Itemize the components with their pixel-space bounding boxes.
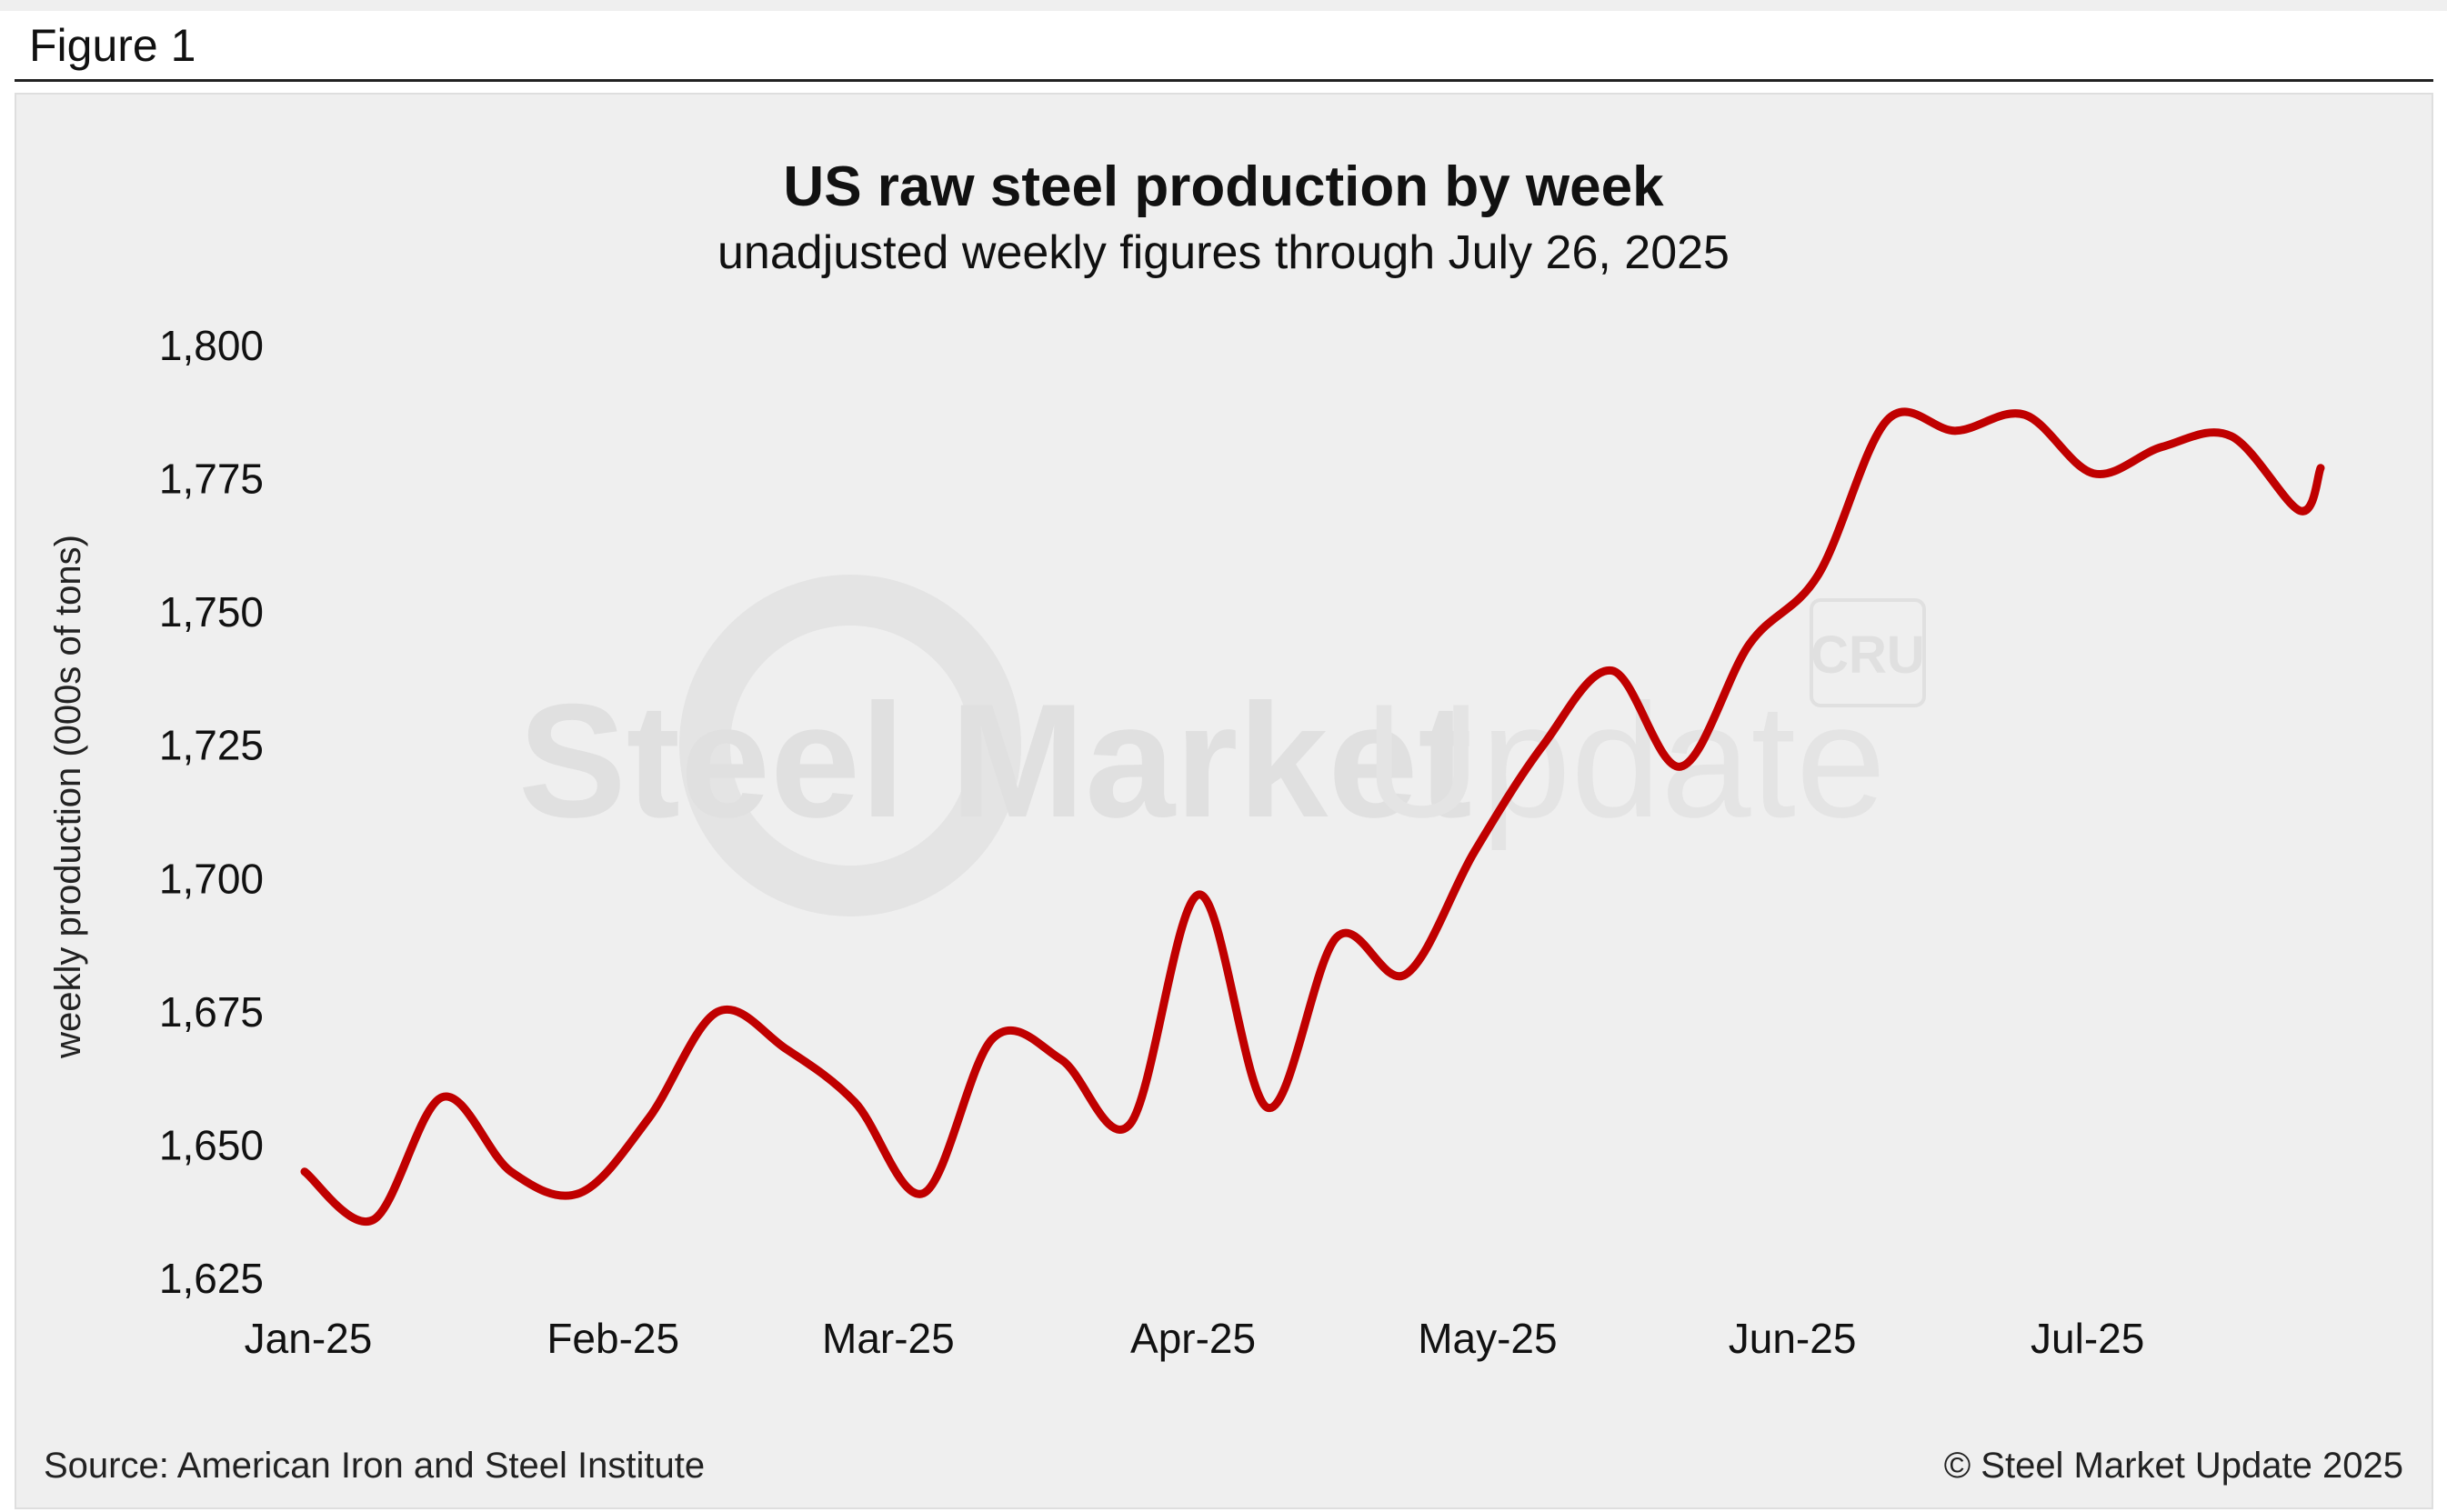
data-point [1470,848,1478,856]
data-point [1677,763,1684,770]
data-point [2228,433,2235,440]
data-point [1883,416,1890,424]
data-point [920,1189,928,1197]
data-point [507,1168,515,1176]
series-line [300,407,2325,1227]
y-tick-label: 1,725 [159,722,264,769]
copyright-note: © Steel Market Update 2025 [1943,1446,2403,1486]
data-point [1058,1056,1065,1064]
y-tick-label: 1,650 [159,1121,264,1168]
watermark-badge-box [1810,598,1926,707]
data-point [989,1035,997,1042]
data-point [1539,742,1547,749]
data-point [1402,971,1409,978]
data-point [1127,1120,1134,1127]
data-point [1952,427,1960,435]
y-tick-label: 1,775 [159,456,264,503]
data-point [370,1217,377,1224]
data-point [1333,934,1340,941]
watermark: Steel Market Update CRU [518,575,1926,916]
y-tick-label: 1,800 [159,322,264,369]
data-point [1746,640,1753,647]
top-band [0,0,2447,11]
x-tick-label: Feb-25 [547,1315,679,1362]
chart-subtitle: unadjusted weekly figures through July 2… [717,226,1730,279]
y-tick-label: 1,700 [159,855,264,902]
data-point [645,1115,652,1122]
data-point [2296,507,2303,515]
data-point [2090,470,2097,477]
data-point [301,1168,308,1176]
data-point [2317,465,2324,472]
y-axis-label: weekly production (000s of tons) [48,535,88,1059]
watermark-badge-text: CRU [1810,626,1925,685]
x-tick-labels: Jan-25 Feb-25 Mar-25 Apr-25 May-25 Jun-25 Jul-… [245,1315,2145,1362]
figure-rule [15,79,2433,82]
figure-label: Figure 1 [29,20,196,71]
data-point [2159,443,2166,450]
watermark-logo-ring [679,575,1021,916]
data-point [851,1099,858,1106]
chart-panel [15,93,2433,1509]
data-point [438,1094,446,1101]
x-tick-label: May-25 [1418,1315,1557,1362]
data-point [783,1046,790,1053]
chart-title: US raw steel production by week [783,155,1664,218]
x-tick-label: Apr-25 [1130,1315,1256,1362]
data-point [2021,411,2029,418]
source-note: Source: American Iron and Steel Institut… [44,1446,706,1486]
x-tick-label: Jul-25 [2031,1315,2144,1362]
x-tick-label: Jun-25 [1729,1315,1857,1362]
y-tick-labels: 1,625 1,650 1,675 1,700 1,725 1,750 1,775 1,800 [159,322,264,1302]
watermark-brand-bold: Steel Market [518,670,1472,851]
x-tick-label: Jan-25 [245,1315,373,1362]
watermark-brand-light: Update [1364,670,1886,851]
data-point [1609,667,1616,675]
y-tick-label: 1,750 [159,588,264,636]
x-tick-label: Mar-25 [822,1315,955,1362]
data-point [1815,571,1822,578]
data-point [1264,1104,1271,1111]
data-point [1196,891,1203,898]
data-point [577,1189,584,1197]
data-point [714,1008,721,1016]
y-tick-label: 1,625 [159,1255,264,1302]
y-tick-label: 1,675 [159,988,264,1036]
